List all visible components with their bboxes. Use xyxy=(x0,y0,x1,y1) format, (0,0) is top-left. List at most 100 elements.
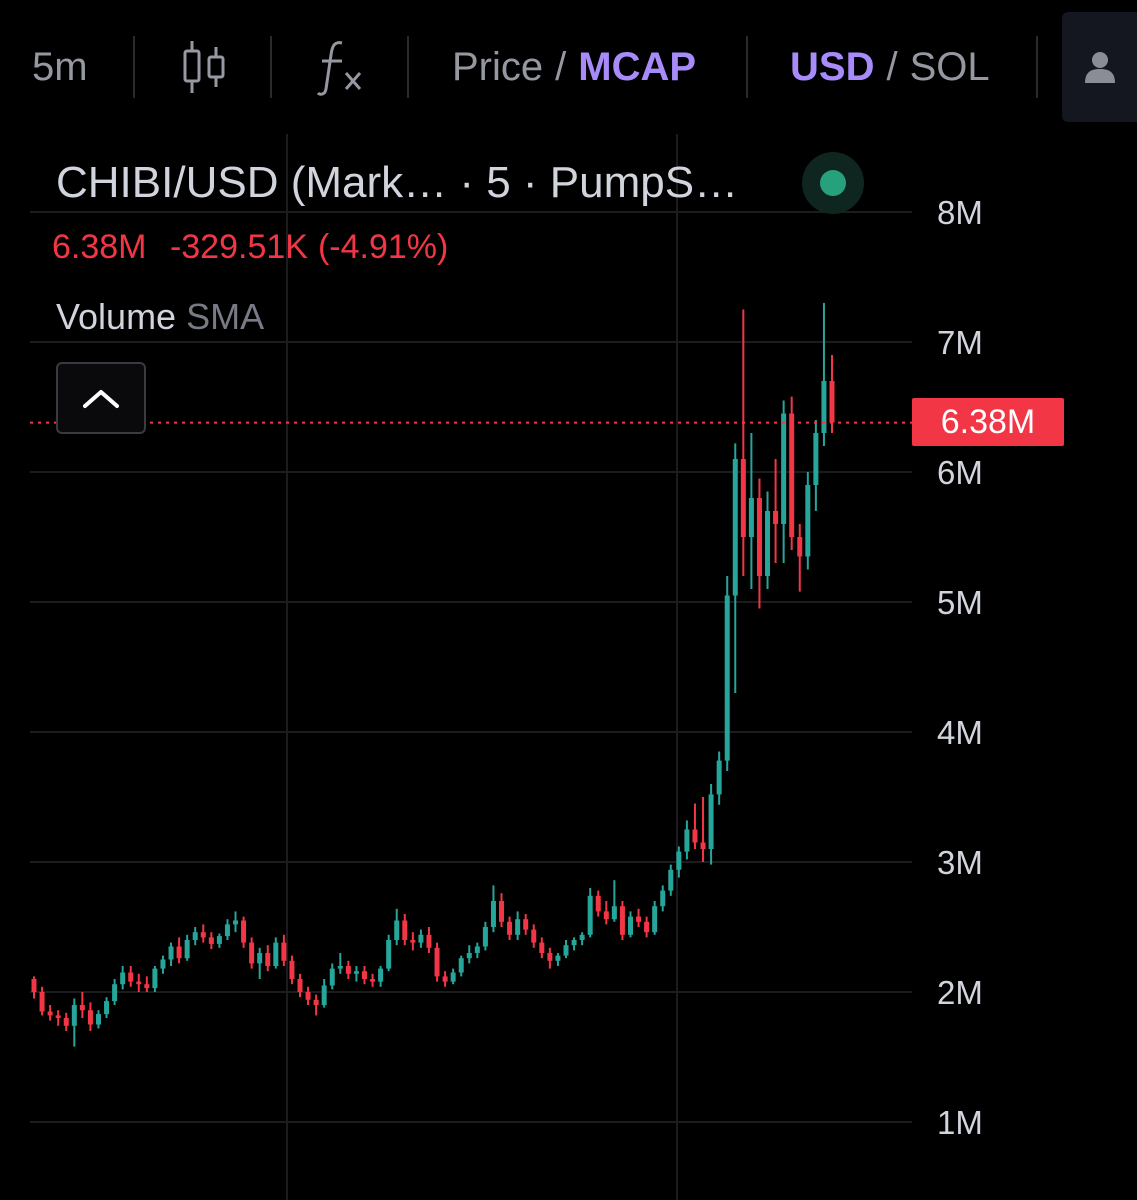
currency-toggle[interactable]: USD / SOL xyxy=(790,0,990,134)
candle-body xyxy=(200,932,206,938)
y-axis-label: 8M xyxy=(937,194,983,231)
candle-body xyxy=(595,895,601,912)
candle-body xyxy=(329,968,335,986)
legend-values: 6.38M -329.51K (-4.91%) xyxy=(52,228,462,267)
candle-body xyxy=(281,942,287,961)
market-status-indicator[interactable] xyxy=(802,152,864,214)
candle-body xyxy=(71,1005,77,1026)
toolbar-divider xyxy=(1036,36,1038,98)
candle-body xyxy=(716,760,722,795)
candle-body xyxy=(450,972,456,982)
candle-body xyxy=(507,921,513,935)
interval-selector[interactable]: 5m xyxy=(32,0,88,134)
user-icon xyxy=(1084,52,1115,83)
candle-body xyxy=(708,794,714,849)
candle-body xyxy=(305,992,311,1000)
change-value: -329.51K xyxy=(169,228,308,266)
y-axis-label: 5M xyxy=(937,584,983,621)
usd-option[interactable]: USD xyxy=(790,44,875,89)
candle-body xyxy=(152,968,158,989)
toolbar-divider xyxy=(746,36,748,98)
candle-body xyxy=(555,955,561,961)
candle-body xyxy=(31,979,37,992)
candle-body xyxy=(337,966,343,969)
candle-body xyxy=(781,413,787,524)
candle-body xyxy=(611,906,617,920)
candle-body xyxy=(55,1015,61,1018)
candle-body xyxy=(313,999,319,1005)
candle-body xyxy=(104,1001,110,1015)
candle-body xyxy=(370,979,376,982)
candle-body xyxy=(249,942,255,964)
candle-body xyxy=(39,992,45,1012)
candle-body xyxy=(361,971,367,979)
candle-body xyxy=(378,968,384,982)
volume-indicator-legend[interactable]: Volume SMA xyxy=(56,296,264,338)
candle-body xyxy=(676,851,682,870)
candle-body xyxy=(87,1010,93,1025)
interval-label: 5m xyxy=(32,44,88,89)
candle-body xyxy=(660,890,666,907)
candle-body xyxy=(499,901,505,922)
toggle-separator: / xyxy=(886,44,898,89)
candle-body xyxy=(120,972,126,985)
chart-type-button[interactable] xyxy=(180,0,230,134)
indicators-button[interactable] xyxy=(316,0,366,134)
candle-body xyxy=(797,537,803,557)
candle-body xyxy=(732,459,738,596)
candle-body xyxy=(724,595,730,761)
candle-body xyxy=(63,1018,69,1026)
candle-body xyxy=(636,916,642,922)
candle-body xyxy=(700,842,706,849)
y-axis-label: 3M xyxy=(937,844,983,881)
toggle-separator: / xyxy=(555,44,567,89)
candle-body xyxy=(579,934,585,940)
candle-body xyxy=(490,901,496,927)
collapse-legend-button[interactable] xyxy=(56,362,146,434)
candle-body xyxy=(789,413,795,537)
candle-body xyxy=(740,459,746,537)
y-axis-label: 4M xyxy=(937,714,983,751)
price-chart[interactable]: 8M 7M 6M 5M 4M 3M 2M 1M xyxy=(0,134,1137,1200)
candle-body xyxy=(547,953,553,961)
candle-body xyxy=(668,869,674,891)
candle-body xyxy=(184,940,190,959)
candle-body xyxy=(353,971,359,974)
candle-body xyxy=(289,960,295,979)
symbol-title[interactable]: CHIBI/USD (Mark… · 5 · PumpS… xyxy=(56,158,739,207)
sma-label: SMA xyxy=(186,296,265,337)
candle-body xyxy=(563,945,569,956)
candle-body xyxy=(160,959,166,969)
chart-toolbar: 5m Price / MCAP USD / SOL xyxy=(0,0,1137,134)
toolbar-divider xyxy=(133,36,135,98)
sol-option[interactable]: SOL xyxy=(909,44,990,89)
candle-body xyxy=(539,942,545,953)
candle-body xyxy=(128,972,134,982)
mcap-option[interactable]: MCAP xyxy=(578,44,697,89)
chart-grid xyxy=(30,134,912,1200)
candle-body xyxy=(265,953,271,966)
chevron-up-icon xyxy=(83,390,119,408)
candle-body xyxy=(619,906,625,935)
user-button[interactable] xyxy=(1062,12,1137,122)
candle-body xyxy=(136,981,142,985)
last-price-tag: 6.38M xyxy=(912,398,1064,446)
candle-body xyxy=(773,511,779,524)
candle-body xyxy=(224,924,230,937)
candles xyxy=(31,303,835,1047)
candle-body xyxy=(297,979,303,992)
candle-body xyxy=(756,498,762,576)
price-mcap-toggle[interactable]: Price / MCAP xyxy=(452,0,696,134)
candle-body xyxy=(95,1014,101,1025)
candle-body xyxy=(692,829,698,843)
candle-body xyxy=(79,1005,85,1011)
candle-body xyxy=(644,921,650,933)
volume-label: Volume xyxy=(56,296,177,337)
candle-body xyxy=(386,940,392,969)
candle-body xyxy=(112,984,118,1002)
y-axis-label: 7M xyxy=(937,324,983,361)
candle-body xyxy=(321,985,327,1005)
candle-body xyxy=(603,911,609,920)
price-option[interactable]: Price xyxy=(452,44,544,89)
candle-body xyxy=(233,920,239,925)
